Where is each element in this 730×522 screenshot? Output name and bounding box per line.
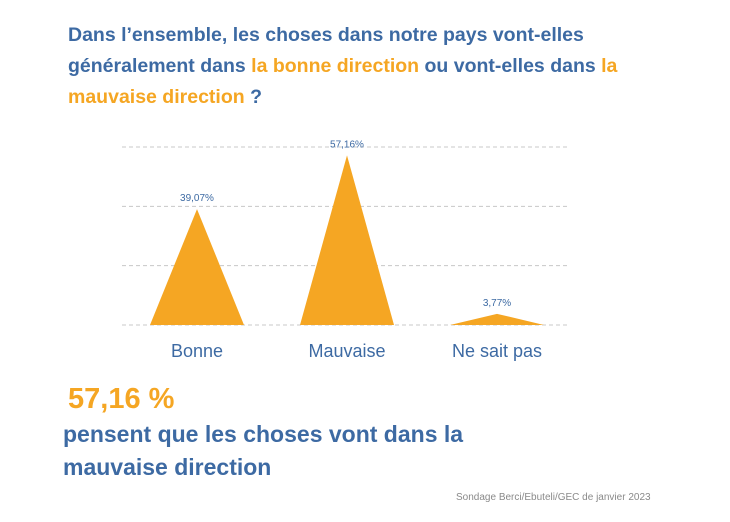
highlight-text: pensent que les choses vont dans la mauv… bbox=[63, 421, 464, 480]
data-label: 39,07% bbox=[180, 193, 214, 204]
question-part-1: Dans l’ensemble, les choses dans notre p… bbox=[68, 24, 584, 77]
source-note: Sondage Berci/Ebuteli/GEC de janvier 202… bbox=[456, 492, 651, 503]
question-highlight-bad: la mauvaise direction bbox=[68, 55, 618, 108]
question-part-3: ? bbox=[244, 86, 262, 108]
data-label: 3,77% bbox=[483, 298, 511, 309]
peak-chart: 39,07% Bonne 57,16% Mauvaise 3,77% Ne sait pa… bbox=[122, 139, 570, 361]
question-part-2: ou vont-elles dans bbox=[419, 55, 602, 77]
peak-ne-sait-pas bbox=[450, 313, 544, 325]
peak-mauvaise bbox=[300, 155, 394, 325]
highlight-percentage: 57,16 % bbox=[68, 383, 175, 415]
category-label: Mauvaise bbox=[308, 341, 385, 361]
category-label: Ne sait pas bbox=[452, 341, 542, 361]
peak-bonne bbox=[150, 209, 244, 325]
data-label: 57,16% bbox=[330, 139, 364, 150]
question-highlight-good: la bonne direction bbox=[251, 55, 420, 77]
category-label: Bonne bbox=[171, 341, 223, 361]
chart-question: Dans l’ensemble, les choses dans notre p… bbox=[68, 20, 668, 113]
